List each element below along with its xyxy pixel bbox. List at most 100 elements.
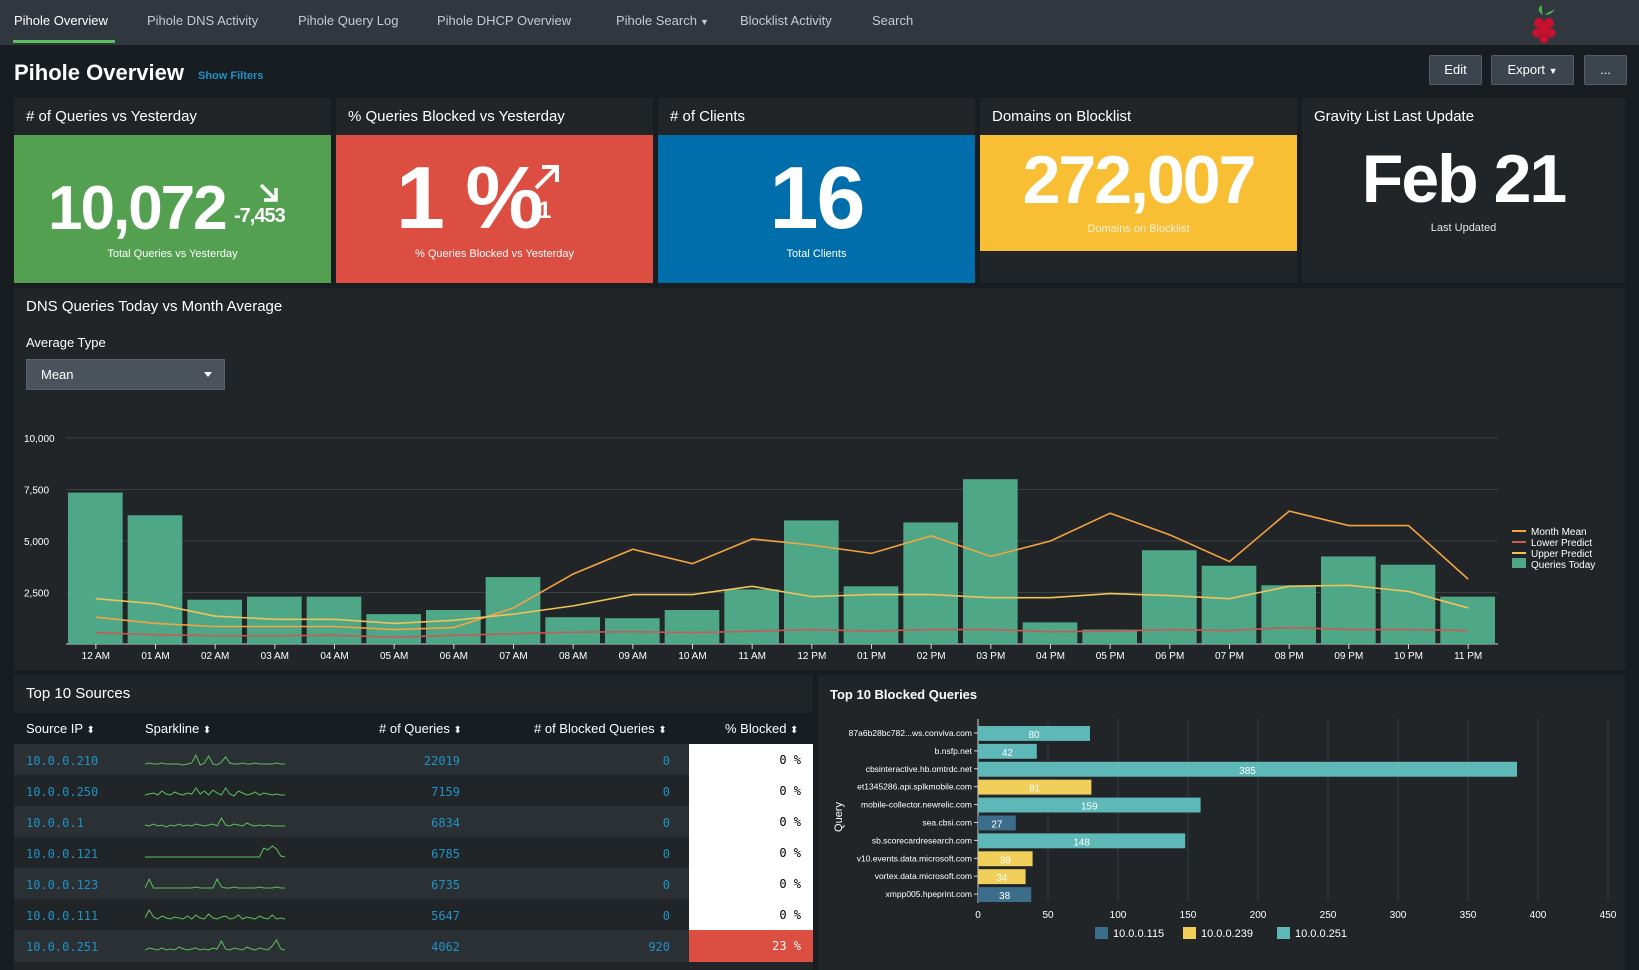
source-ip[interactable]: 10.0.0.210 [26,754,99,768]
blocked-count[interactable]: 0 [662,878,670,892]
x-tick-label: 400 [1530,910,1547,921]
bar-queries-today [127,515,183,644]
query-count[interactable]: 22019 [423,754,460,768]
sparkline-line [145,845,285,858]
blocked-count[interactable]: 0 [662,785,670,799]
source-ip[interactable]: 10.0.0.111 [26,909,99,923]
bar-queries-today [1022,622,1078,644]
legend-label: Month Mean [1531,527,1587,538]
query-count[interactable]: 5647 [431,909,460,923]
source-ip[interactable]: 10.0.0.121 [26,847,99,861]
percent-blocked: 0 % [689,806,813,838]
export-button[interactable]: Export ▼ [1491,55,1574,85]
show-filters-link[interactable]: Show Filters [198,70,264,82]
query-count[interactable]: 7159 [431,785,460,799]
data-label: 385 [1239,766,1256,777]
top-blocked-panel: Top 10 Blocked Queries 0 50 100 150 200 250 30… [818,675,1625,970]
source-ip[interactable]: 10.0.0.250 [26,785,99,799]
table-row[interactable]: 10.0.0.121 6785 0 0 % [14,837,813,869]
bar-queries-today [187,599,242,644]
nav-pihole-query-log[interactable]: Pihole Query Log [298,13,399,28]
x-tick-label: 200 [1250,910,1267,921]
table-row[interactable]: 10.0.0.1 6834 0 0 % [14,806,813,838]
source-ip[interactable]: 10.0.0.1 [26,816,84,830]
table-row[interactable]: 10.0.0.250 7159 0 0 % [14,775,813,807]
nav-search[interactable]: Search [872,13,914,28]
percent-blocked: 23 % [689,930,813,962]
blocked-count[interactable]: 0 [662,754,670,768]
panel-title: DNS Queries Today vs Month Average [26,298,283,315]
blocked-count[interactable]: 0 [662,816,670,830]
kpi-tile-clients: 16 Total Clients [658,135,975,283]
caret-down-icon: ▼ [699,17,709,27]
column-header-sparkline[interactable]: Sparkline ⬍ [145,721,211,736]
category-label: b.nsfp.net [935,746,973,756]
bar-10-0-0-239 [978,779,1092,795]
data-label: 148 [1073,837,1090,848]
y-tick-label: 7,500 [24,486,49,497]
bar-queries-today [1201,565,1257,644]
average-type-dropdown[interactable]: Mean [26,359,225,390]
active-tab-indicator [13,40,115,43]
sparkline [145,787,285,797]
panel-title: Top 10 Sources [26,685,131,702]
kpi-tile-blocked: 1 % 1 % Queries Blocked vs Yesterday [336,135,653,283]
top-blocked-chart: 0 50 100 150 200 250 300 350 400 450 Query 87a6b28b… [833,719,1617,940]
bar-queries-today [545,617,600,644]
table-row[interactable]: 10.0.0.210 22019 0 0 % [14,744,813,776]
percent-blocked: 0 % [689,868,813,900]
nav-pihole-search[interactable]: Pihole Search ▼ [616,13,709,28]
category-label: mobile-collector.newrelic.com [861,800,972,810]
x-tick-label: 01 AM [141,651,169,662]
legend-label: Lower Predict [1531,538,1592,549]
sparkline [145,877,285,889]
query-count[interactable]: 4062 [431,940,460,954]
x-tick-label: 0 [975,910,981,921]
bar-10-0-0-251 [978,726,1090,741]
more-options-button[interactable]: ... [1584,55,1627,85]
kpi-value: 272,007 [1022,142,1257,218]
kpi-caption: Last Updated [1430,222,1497,234]
table-row[interactable]: 10.0.0.251 4062 920 23 % [14,930,813,962]
percent-blocked: 0 % [689,837,813,869]
x-tick-label: 05 AM [380,651,408,662]
x-tick-label: 50 [1042,910,1054,921]
nav-pihole-dns-activity[interactable]: Pihole DNS Activity [147,13,259,28]
data-label: 38 [999,891,1011,902]
column-header-source-ip[interactable]: Source IP ⬍ [26,721,95,736]
x-tick-label: 09 PM [1334,651,1363,662]
blocked-count[interactable]: 0 [662,909,670,923]
edit-button[interactable]: Edit [1429,55,1482,85]
bar-queries-today [68,492,123,644]
column-header-blocked-queries[interactable]: # of Blocked Queries ⬍ [534,721,667,736]
category-label: et1345286.api.splkmobile.com [857,782,972,792]
blocked-count[interactable]: 920 [648,940,670,954]
query-count[interactable]: 6735 [431,878,460,892]
data-label: 81 [1029,784,1041,795]
source-ip[interactable]: 10.0.0.251 [26,940,99,954]
nav-pihole-dhcp-overview[interactable]: Pihole DHCP Overview [437,13,572,28]
nav-blocklist-activity[interactable]: Blocklist Activity [740,13,832,28]
table-header: Source IP ⬍ Sparkline ⬍ # of Queries ⬍ #… [14,713,813,744]
y-tick-label: 5,000 [24,537,49,548]
sparkline [145,753,285,766]
x-tick-label: 03 PM [976,651,1005,662]
data-label: 39 [1000,855,1012,866]
x-tick-label: 04 PM [1036,651,1065,662]
sparkline [145,816,285,828]
kpi-caption: Total Queries vs Yesterday [107,248,238,260]
query-count[interactable]: 6834 [431,816,460,830]
bar-queries-today [1321,556,1376,644]
table-row[interactable]: 10.0.0.123 6735 0 0 % [14,868,813,900]
source-ip[interactable]: 10.0.0.123 [26,878,99,892]
column-header-queries[interactable]: # of Queries ⬍ [379,721,462,736]
blocked-count[interactable]: 0 [662,847,670,861]
column-label: Sparkline [145,721,200,736]
table-row[interactable]: 10.0.0.111 5647 0 0 % [14,899,813,931]
y-axis-title: Query [833,802,845,832]
sparkline-line [145,787,285,797]
column-header-pct-blocked[interactable]: % Blocked ⬍ [725,721,798,736]
nav-pihole-overview[interactable]: Pihole Overview [14,13,108,28]
legend-label: 10.0.0.239 [1201,928,1253,940]
query-count[interactable]: 6785 [431,847,460,861]
